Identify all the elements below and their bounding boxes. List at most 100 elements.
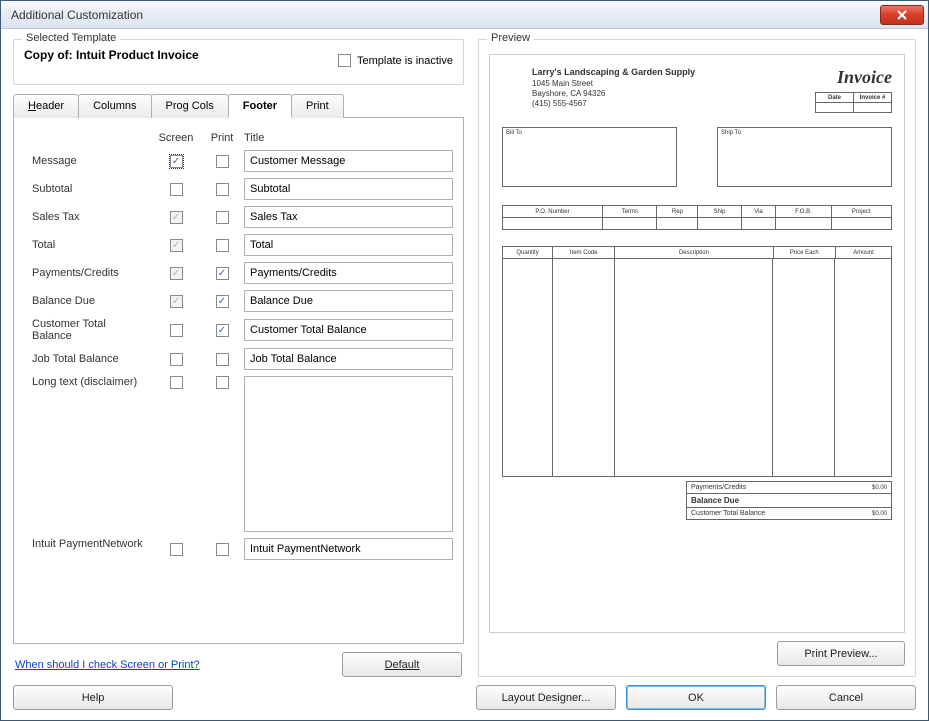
title-input[interactable]	[244, 262, 453, 284]
top-area: Selected Template Copy of: Intuit Produc…	[13, 39, 916, 677]
pv-row-table: P.O. NumberTermsRepShipViaF.O.B.Project	[502, 205, 892, 230]
title-input[interactable]	[244, 319, 453, 341]
row-label: Intuit PaymentNetwork	[32, 538, 152, 550]
title-input[interactable]	[244, 376, 453, 532]
print-checkbox[interactable]	[216, 376, 229, 389]
bottom-button-bar: Help Layout Designer... OK Cancel	[13, 685, 916, 710]
print-checkbox[interactable]	[216, 353, 229, 366]
title-input[interactable]	[244, 150, 453, 172]
preview-canvas: Larry's Landscaping & Garden Supply 1045…	[489, 54, 905, 633]
screen-checkbox[interactable]	[170, 543, 183, 556]
print-checkbox[interactable]	[216, 543, 229, 556]
row-label: Job Total Balance	[32, 353, 152, 365]
pv-company: Larry's Landscaping & Garden Supply 1045…	[532, 67, 695, 113]
pv-items-body	[502, 259, 892, 477]
title-input[interactable]	[244, 178, 453, 200]
print-checkbox[interactable]: ✓	[216, 324, 229, 337]
template-inactive-label: Template is inactive	[357, 55, 453, 67]
pv-invoice-title: Invoice	[815, 67, 892, 88]
pv-addr1: 1045 Main Street	[532, 79, 695, 89]
tab-strip: HeaderColumnsProg ColsFooterPrint	[13, 93, 464, 118]
col-header-title: Title	[244, 132, 453, 144]
pv-billto-box: Bill To	[502, 127, 677, 187]
print-checkbox[interactable]	[216, 183, 229, 196]
tab-prog-cols[interactable]: Prog Cols	[151, 94, 229, 118]
pv-dateinv: DateInvoice #	[815, 92, 892, 113]
pv-totals: Payments/Credits$0.00Balance DueCustomer…	[686, 481, 892, 520]
fields-grid: Screen Print Title Message ✓ Subtotal Sales…	[32, 132, 453, 560]
pv-phone: (415) 555-4567	[532, 99, 695, 109]
tab-header[interactable]: Header	[13, 94, 79, 118]
pv-address-boxes: Bill To Ship To	[502, 127, 892, 187]
screen-checkbox[interactable]: ✓	[170, 155, 183, 168]
title-input[interactable]	[244, 206, 453, 228]
row-label: Message	[32, 155, 152, 167]
screen-checkbox: ✓	[170, 267, 183, 280]
screen-checkbox: ✓	[170, 211, 183, 224]
window-title: Additional Customization	[11, 8, 880, 22]
tab-footer[interactable]: Footer	[228, 94, 292, 118]
left-footer-row: When should I check Screen or Print? Def…	[13, 652, 464, 677]
print-checkbox[interactable]	[216, 239, 229, 252]
row-label: Subtotal	[32, 183, 152, 195]
print-checkbox[interactable]: ✓	[216, 267, 229, 280]
title-input[interactable]	[244, 538, 453, 560]
tab-print[interactable]: Print	[291, 94, 344, 118]
bottom-right-buttons: Layout Designer... OK Cancel	[476, 685, 916, 710]
template-inactive-row: Template is inactive	[338, 54, 453, 67]
tab-columns[interactable]: Columns	[78, 94, 151, 118]
screen-checkbox[interactable]	[170, 353, 183, 366]
pv-header: Larry's Landscaping & Garden Supply 1045…	[502, 67, 892, 113]
col-header-screen: Screen	[152, 132, 200, 144]
pv-shipto-box: Ship To	[717, 127, 892, 187]
pv-addr2: Bayshore, CA 94326	[532, 89, 695, 99]
pv-dateinv-table: DateInvoice #	[815, 92, 892, 113]
template-inactive-checkbox[interactable]	[338, 54, 351, 67]
screen-checkbox[interactable]	[170, 183, 183, 196]
pv-items-table: QuantityItem CodeDescriptionPrice EachAm…	[502, 246, 892, 259]
titlebar: Additional Customization	[1, 1, 928, 29]
selected-template-label: Selected Template	[22, 32, 120, 44]
row-label: Customer Total Balance	[32, 318, 152, 342]
row-label: Sales Tax	[32, 211, 152, 223]
title-input[interactable]	[244, 290, 453, 312]
print-checkbox[interactable]	[216, 211, 229, 224]
screen-checkbox[interactable]	[170, 324, 183, 337]
pv-items-wrap: QuantityItem CodeDescriptionPrice EachAm…	[502, 246, 892, 477]
left-panel: Selected Template Copy of: Intuit Produc…	[13, 39, 464, 677]
screen-checkbox: ✓	[170, 239, 183, 252]
row-label: Long text (disclaimer)	[32, 376, 152, 388]
ok-button[interactable]: OK	[626, 685, 766, 710]
preview-label: Preview	[487, 32, 534, 44]
row-label: Total	[32, 239, 152, 251]
preview-group: Preview Larry's Landscaping & Garden Sup…	[478, 39, 916, 677]
pv-billto-lbl: Bill To	[506, 130, 522, 136]
print-preview-button[interactable]: Print Preview...	[777, 641, 905, 666]
pv-invoice-side: Invoice DateInvoice #	[815, 67, 892, 113]
pv-shipto-lbl: Ship To	[721, 130, 741, 136]
title-input[interactable]	[244, 348, 453, 370]
right-panel: Preview Larry's Landscaping & Garden Sup…	[478, 39, 916, 677]
print-checkbox[interactable]: ✓	[216, 295, 229, 308]
pv-total-row: Balance Due	[687, 494, 891, 508]
cancel-button[interactable]: Cancel	[776, 685, 916, 710]
title-input[interactable]	[244, 234, 453, 256]
row-label: Payments/Credits	[32, 267, 152, 279]
layout-designer-button[interactable]: Layout Designer...	[476, 685, 616, 710]
help-button[interactable]: Help	[13, 685, 173, 710]
screen-checkbox: ✓	[170, 295, 183, 308]
close-button[interactable]	[880, 5, 924, 25]
screen-checkbox[interactable]	[170, 376, 183, 389]
pv-date-h: Date	[816, 93, 854, 103]
help-link[interactable]: When should I check Screen or Print?	[15, 659, 200, 671]
print-checkbox[interactable]	[216, 155, 229, 168]
tab-body-footer: Screen Print Title Message ✓ Subtotal Sales…	[13, 118, 464, 644]
col-header-print: Print	[200, 132, 244, 144]
pv-invno-h: Invoice #	[854, 93, 892, 103]
pv-total-row: Payments/Credits$0.00	[687, 482, 891, 494]
row-label: Balance Due	[32, 295, 152, 307]
default-button[interactable]: Default	[342, 652, 462, 677]
close-icon	[897, 10, 907, 20]
dialog-window: Additional Customization Selected Templa…	[0, 0, 929, 721]
dialog-content: Selected Template Copy of: Intuit Produc…	[1, 29, 928, 720]
